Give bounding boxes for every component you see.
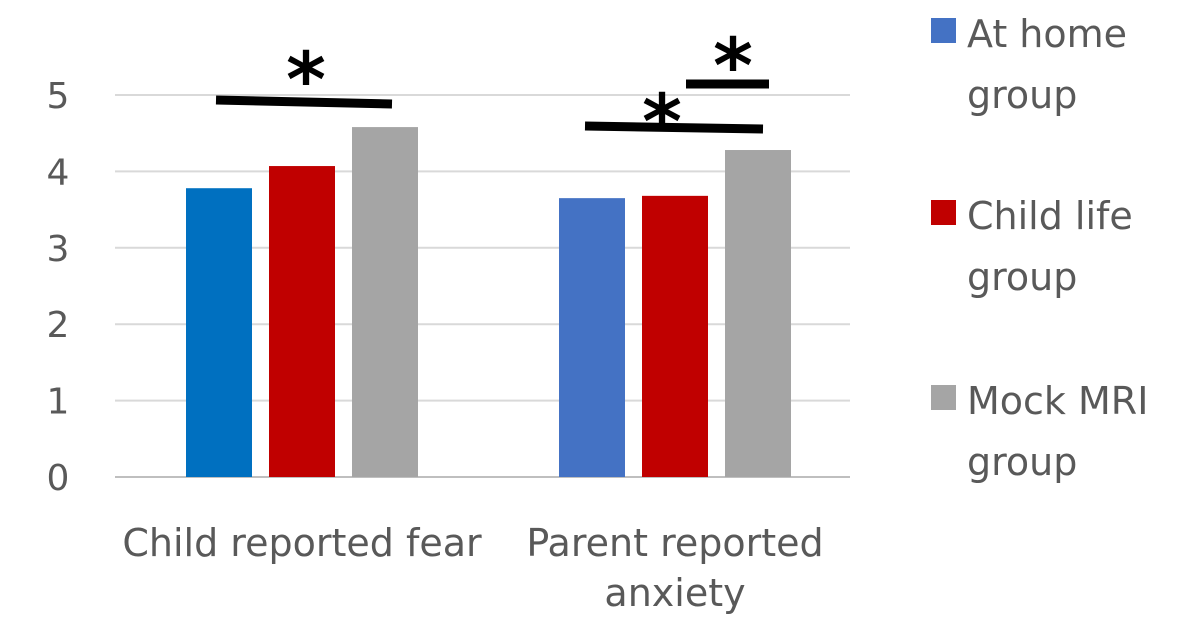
y-tick-label: 2: [47, 305, 70, 346]
bar: [186, 188, 252, 477]
legend-swatch: [931, 18, 956, 43]
legend-label: group: [967, 73, 1077, 117]
significance-bracket: [215, 95, 393, 109]
legend-swatch: [931, 200, 956, 225]
bar: [725, 150, 791, 477]
significance-star: *: [642, 77, 682, 166]
y-tick-label: 3: [47, 229, 70, 270]
category-labels: Child reported fear Parent reported anxiet…: [122, 521, 823, 615]
legend: At home group Child life group Mock MRI group: [931, 12, 1148, 484]
bar: [352, 127, 418, 477]
legend-swatch: [931, 385, 956, 410]
category-label: anxiety: [604, 571, 745, 615]
legend-label: group: [967, 255, 1077, 299]
bar: [642, 195, 708, 477]
y-tick-label: 4: [47, 152, 70, 193]
significance-annotations: * * *: [215, 21, 769, 166]
significance-star: *: [713, 21, 753, 110]
legend-label: Child life: [967, 194, 1133, 238]
significance-bracket: [584, 121, 764, 134]
y-tick-label: 1: [47, 382, 70, 423]
bar: [269, 166, 335, 477]
significance-star: *: [286, 35, 326, 124]
category-label: Parent reported: [526, 521, 823, 565]
y-axis-tick-labels: 0 1 2 3 4 5: [47, 76, 70, 499]
category-label: Child reported fear: [122, 521, 482, 565]
legend-label: Mock MRI: [967, 379, 1148, 423]
y-tick-label: 0: [47, 458, 70, 499]
legend-label: group: [967, 440, 1077, 484]
legend-label: At home: [967, 12, 1127, 56]
bar: [559, 198, 625, 477]
y-tick-label: 5: [47, 76, 70, 117]
bars: [186, 127, 791, 477]
